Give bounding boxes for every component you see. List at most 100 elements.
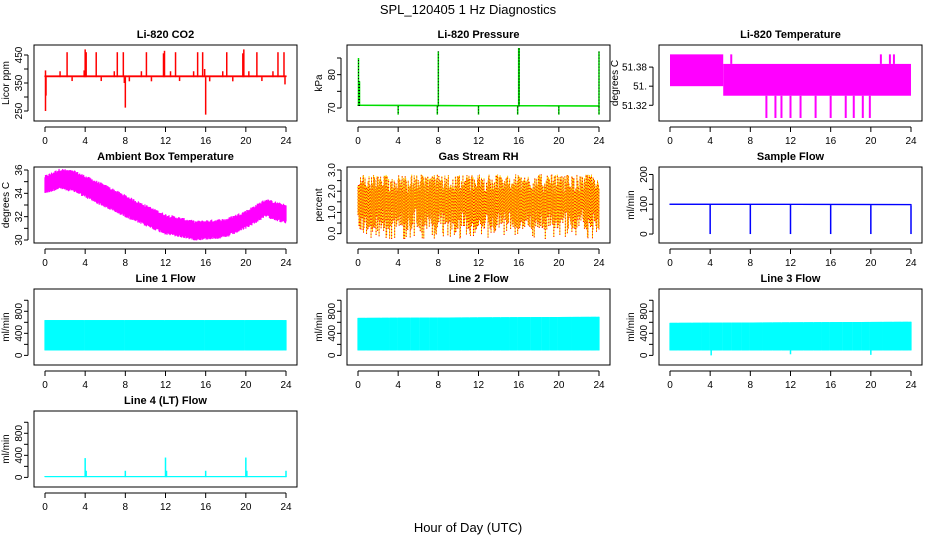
panel-title: Line 1 Flow (136, 273, 196, 285)
x-tick-label: 16 (513, 380, 525, 391)
plot-frame (33, 288, 298, 366)
y-tick-label: 400 (14, 325, 25, 342)
x-tick-label: 0 (42, 380, 48, 391)
panel-title: Li-820 Temperature (740, 29, 841, 41)
plot-frame (346, 44, 611, 122)
panel-li-820-temperature: Li-820 Temperature 0 4 8 12 16 20 24 51.32 51. 51.… (610, 29, 923, 147)
x-tick-label: 0 (355, 136, 361, 147)
x-tick-label: 0 (667, 136, 673, 147)
x-tick-label: 4 (82, 258, 88, 269)
x-tick-label: 4 (707, 380, 713, 391)
y-tick-label: 32 (14, 211, 25, 223)
x-tick-label: 24 (280, 380, 292, 391)
y-tick-label: 0 (639, 231, 650, 237)
plot-area (357, 316, 600, 351)
x-tick-label: 4 (82, 380, 88, 391)
x-tick-label: 12 (160, 136, 172, 147)
plot-area (357, 48, 600, 115)
y-tick-label: 51.38 (622, 63, 647, 74)
plot-area (44, 320, 287, 351)
x-tick-label: 20 (240, 380, 252, 391)
x-tick-label: 8 (436, 136, 442, 147)
x-tick-label: 20 (865, 380, 877, 391)
x-tick-label: 20 (553, 380, 565, 391)
plot-frame (346, 166, 611, 244)
y-tick-label: 400 (327, 325, 338, 342)
x-tick-label: 24 (905, 380, 917, 391)
x-tick-label: 24 (280, 258, 292, 269)
y-tick-label: 800 (639, 303, 650, 320)
x-tick-label: 12 (785, 380, 797, 391)
y-axis-title: ml/min (626, 312, 637, 341)
plot-frame (346, 288, 611, 366)
y-tick-label: 2.0 (327, 184, 338, 198)
x-tick-label: 20 (240, 258, 252, 269)
panel-gas-stream-rh: Gas Stream RH 0 4 8 12 16 20 24 0.0 1.0 2.0 3.0perc… (314, 151, 611, 269)
x-tick-label: 8 (123, 136, 129, 147)
figure-title: SPL_120405 1 Hz Diagnostics (379, 2, 557, 17)
x-tick-label: 4 (395, 380, 401, 391)
y-axis-title: degrees C (1, 182, 12, 228)
x-tick-label: 16 (200, 258, 212, 269)
panel-title: Gas Stream RH (438, 151, 518, 163)
y-axis-title: kPa (314, 74, 325, 92)
y-tick-label: 3.0 (327, 163, 338, 177)
y-tick-label: 0 (327, 352, 338, 358)
y-tick-label: 800 (14, 303, 25, 320)
panel-title: Line 3 Flow (761, 273, 821, 285)
plot-area (44, 168, 287, 241)
y-tick-label: 250 (14, 102, 25, 119)
x-tick-label: 20 (240, 136, 252, 147)
panel-title: Line 2 Flow (449, 273, 509, 285)
plot-area (44, 49, 287, 115)
x-tick-label: 12 (785, 258, 797, 269)
y-axis-title: ml/min (626, 190, 637, 219)
y-axis-title: Licor ppm (1, 61, 12, 105)
x-tick-label: 4 (707, 258, 713, 269)
x-tick-label: 8 (748, 258, 754, 269)
y-tick-label: 51.32 (622, 101, 647, 112)
x-tick-label: 24 (905, 136, 917, 147)
x-tick-label: 8 (748, 136, 754, 147)
y-tick-label: 0 (639, 352, 650, 358)
y-tick-label: 350 (14, 74, 25, 91)
x-tick-label: 24 (593, 258, 605, 269)
x-tick-label: 20 (865, 136, 877, 147)
x-tick-label: 16 (825, 380, 837, 391)
x-tick-label: 24 (593, 136, 605, 147)
x-tick-label: 8 (123, 380, 129, 391)
x-tick-label: 0 (667, 258, 673, 269)
y-tick-label: 80 (327, 69, 338, 81)
x-tick-label: 20 (553, 136, 565, 147)
y-tick-label: 0 (14, 352, 25, 358)
x-tick-label: 12 (785, 136, 797, 147)
y-axis-title: percent (314, 188, 325, 222)
x-tick-label: 8 (436, 258, 442, 269)
plot-area (357, 174, 600, 239)
y-tick-label: 450 (14, 46, 25, 63)
y-tick-label: 0.0 (327, 226, 338, 240)
x-tick-label: 0 (355, 258, 361, 269)
x-tick-label: 12 (473, 380, 485, 391)
plot-area (669, 321, 912, 356)
plot-area (670, 54, 911, 118)
y-tick-label: 400 (639, 325, 650, 342)
x-tick-label: 16 (825, 258, 837, 269)
plot-area (44, 457, 287, 478)
x-tick-label: 0 (667, 380, 673, 391)
data-segment (723, 63, 911, 96)
x-tick-label: 0 (42, 258, 48, 269)
y-tick-label: 800 (327, 303, 338, 320)
y-tick-label: 34 (14, 187, 25, 199)
y-tick-label: 51. (633, 82, 647, 93)
y-tick-label: 100 (639, 195, 650, 212)
x-tick-label: 24 (905, 258, 917, 269)
y-tick-label: 70 (327, 102, 338, 114)
x-tick-label: 4 (707, 136, 713, 147)
